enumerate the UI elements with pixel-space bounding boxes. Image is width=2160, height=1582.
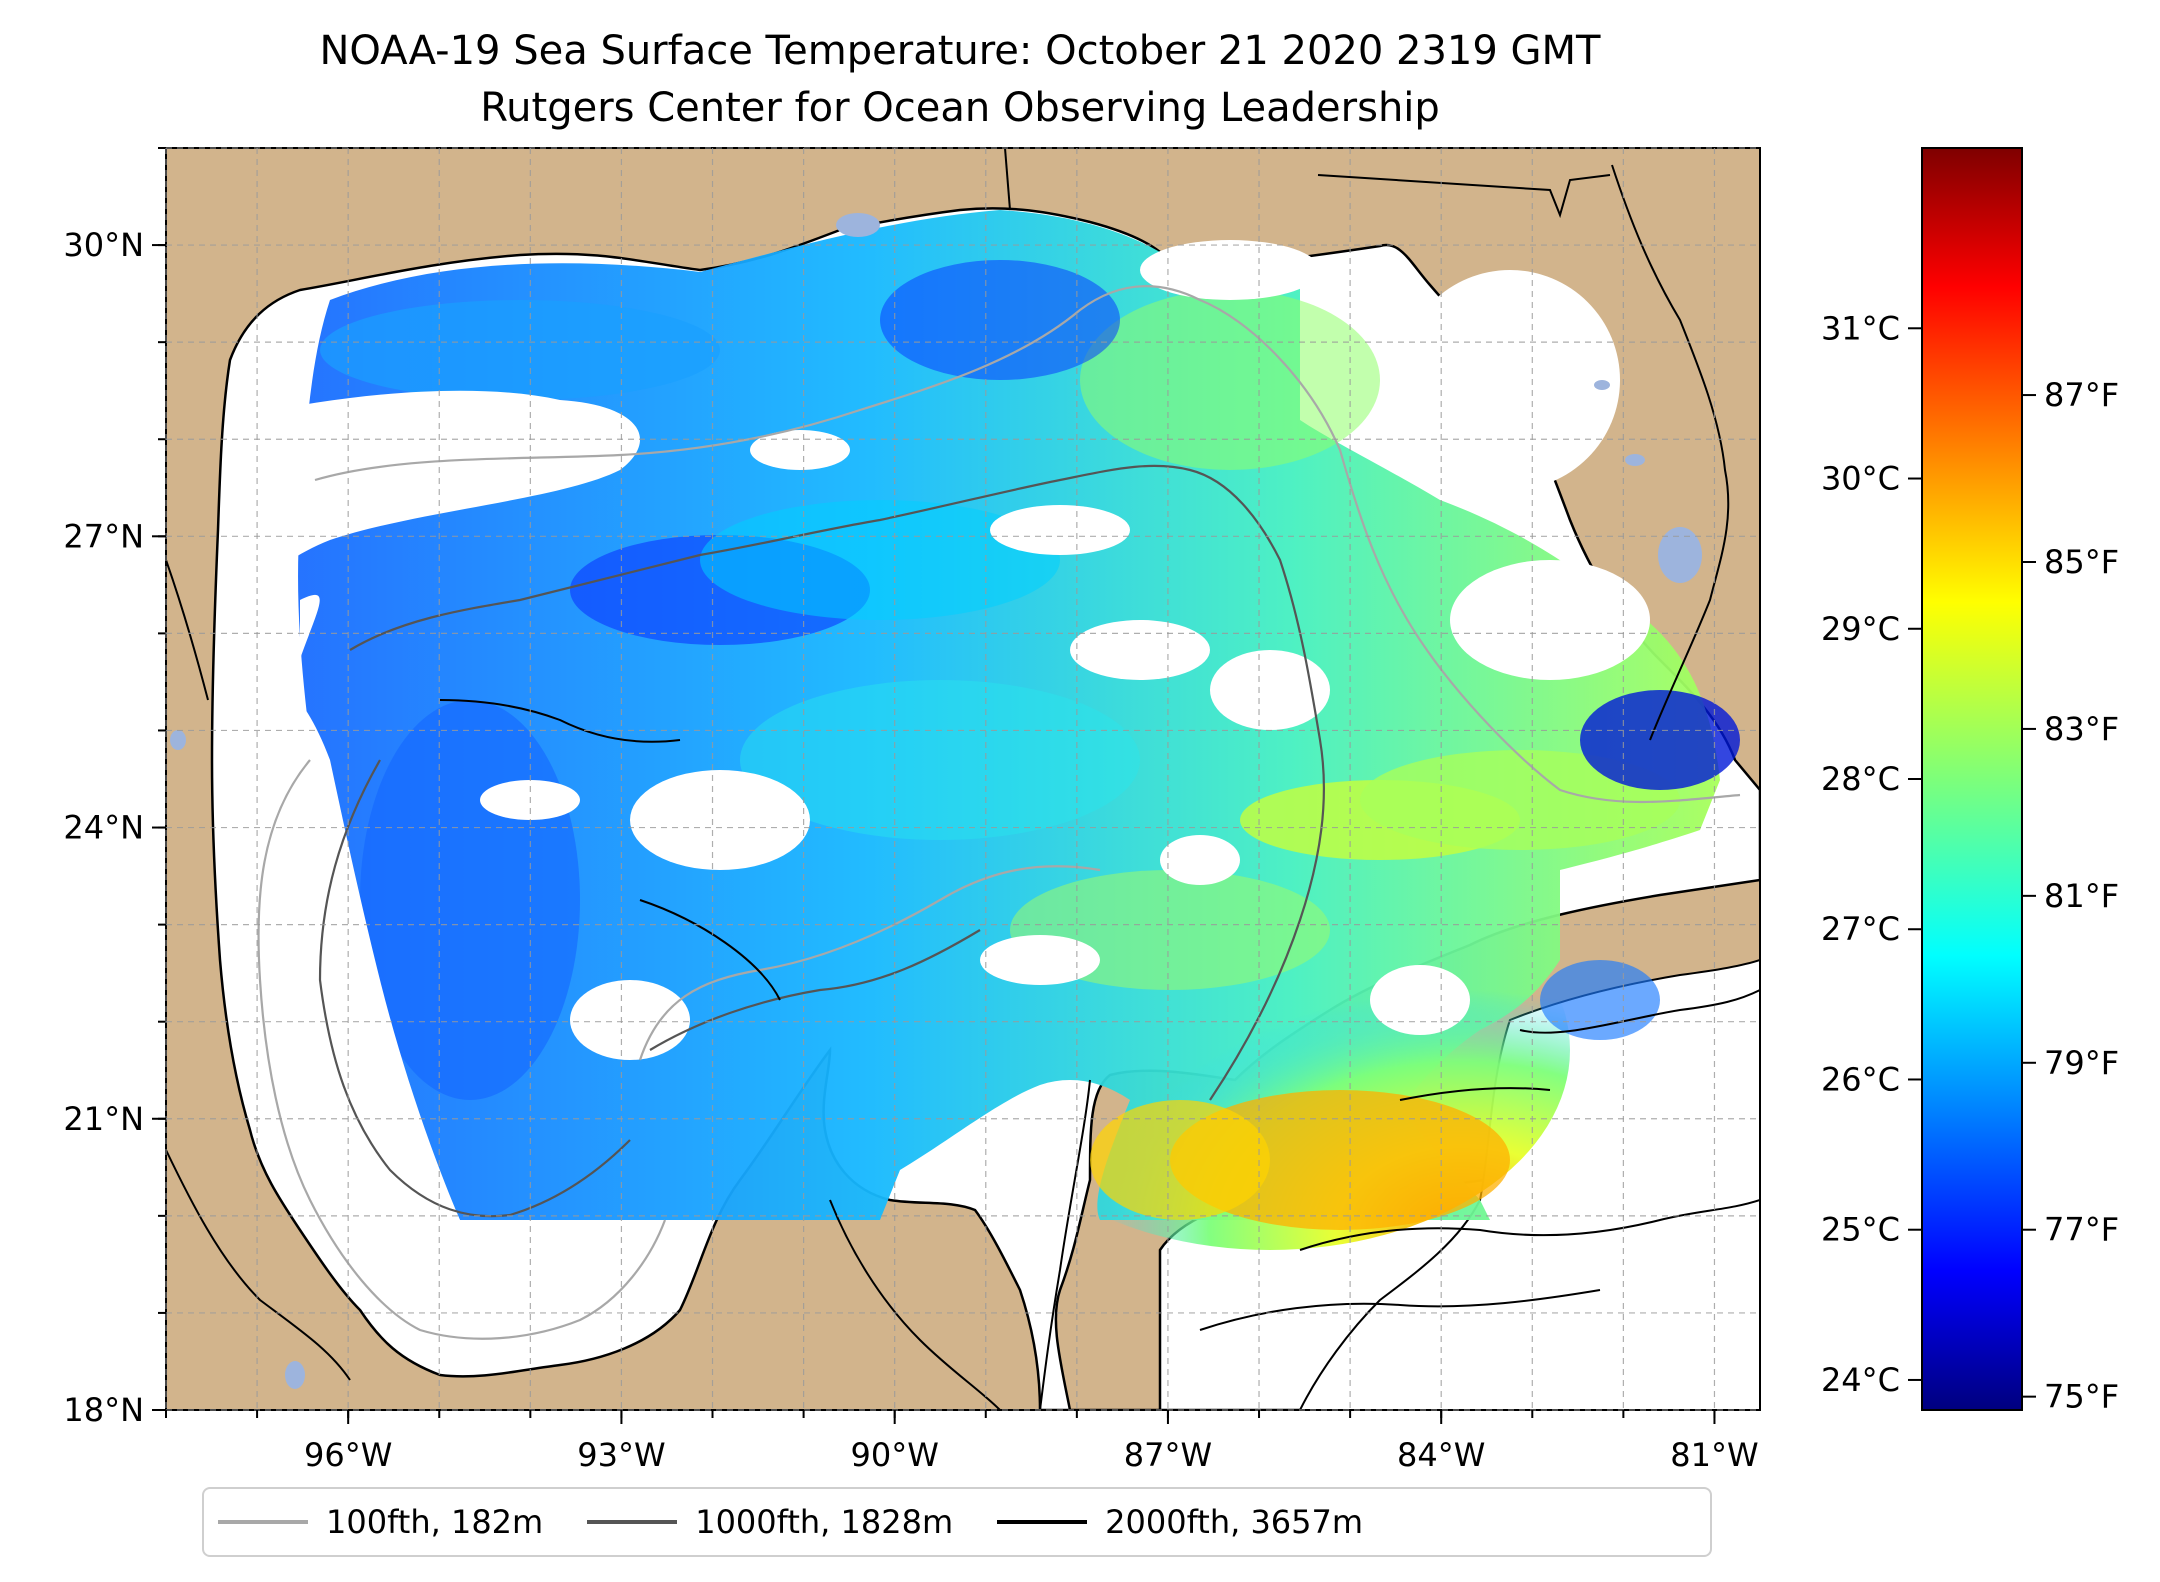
map-title: NOAA-19 Sea Surface Temperature: October… [319, 28, 1601, 74]
map-plot-area [166, 148, 1760, 1410]
colorbar-celsius-label: 28°C [1821, 760, 1900, 798]
colorbar-celsius-label: 26°C [1821, 1060, 1900, 1098]
legend-label-100fth: 100fth, 182m [326, 1503, 544, 1541]
latitude-axis: 30°N 27°N 24°N 21°N 18°N [63, 226, 166, 1429]
colorbar-fahrenheit-label: 79°F [2044, 1044, 2119, 1082]
lon-tick-label: 96°W [304, 1436, 392, 1474]
lon-tick-label: 87°W [1124, 1436, 1212, 1474]
colorbar-fahrenheit-axis: 75°F 77°F 79°F 81°F 83°F 85°F 87°F [2022, 376, 2119, 1416]
colorbar [1921, 147, 2023, 1411]
sst-data-layer [298, 210, 1740, 1250]
colorbar-celsius-label: 27°C [1821, 910, 1900, 948]
inland-water [170, 213, 1702, 1389]
lon-tick-label: 90°W [851, 1436, 939, 1474]
legend-item-1000fth: 1000fth, 1828m [587, 1503, 953, 1541]
colorbar-fahrenheit-label: 85°F [2044, 543, 2119, 581]
contour-2000fth [439, 699, 1760, 1331]
lon-tick-label: 81°W [1670, 1436, 1758, 1474]
bathymetry-contours [257, 285, 1760, 1340]
legend-swatch-1000fth [587, 1520, 678, 1524]
bathymetry-legend: 100fth, 182m 1000fth, 1828m 2000fth, 365… [202, 1487, 1712, 1557]
lat-tick-label: 21°N [63, 1100, 144, 1138]
contour-100fth [257, 285, 1741, 1340]
legend-label-1000fth: 1000fth, 1828m [695, 1503, 954, 1541]
legend-swatch-2000fth [997, 1520, 1088, 1524]
colorbar-fahrenheit-label: 77°F [2044, 1211, 2119, 1249]
colorbar-celsius-label: 29°C [1821, 610, 1900, 648]
lon-tick-label: 93°W [577, 1436, 665, 1474]
lat-tick-label: 24°N [63, 809, 144, 847]
legend-item-2000fth: 2000fth, 3657m [997, 1503, 1363, 1541]
colorbar-celsius-label: 31°C [1821, 309, 1900, 347]
borders [166, 148, 1760, 1410]
colorbar-celsius-label: 25°C [1821, 1211, 1900, 1249]
lon-tick-label: 84°W [1397, 1436, 1485, 1474]
legend-label-2000fth: 2000fth, 3657m [1105, 1503, 1364, 1541]
colorbar-fahrenheit-label: 81°F [2044, 877, 2119, 915]
contour-1000fth [318, 464, 1326, 1218]
longitude-axis: 96°W 93°W 90°W 87°W 84°W 81°W [304, 1410, 1759, 1474]
colorbar-fahrenheit-label: 75°F [2044, 1378, 2119, 1416]
legend-item-100fth: 100fth, 182m [218, 1503, 543, 1541]
lat-tick-label: 30°N [63, 226, 144, 264]
lat-tick-label: 18°N [63, 1391, 144, 1429]
colorbar-celsius-axis: 24°C 25°C 26°C 27°C 28°C 29°C 30°C 31°C [1821, 309, 1922, 1399]
cloud-mask [230, 240, 1650, 1220]
colorbar-celsius-label: 24°C [1821, 1361, 1900, 1399]
colorbar-celsius-label: 30°C [1821, 460, 1900, 498]
legend-swatch-100fth [218, 1520, 308, 1524]
map-subtitle: Rutgers Center for Ocean Observing Leade… [480, 85, 1440, 131]
lat-tick-label: 27°N [63, 517, 144, 555]
colorbar-fahrenheit-label: 83°F [2044, 710, 2119, 748]
colorbar-fahrenheit-label: 87°F [2044, 376, 2119, 414]
